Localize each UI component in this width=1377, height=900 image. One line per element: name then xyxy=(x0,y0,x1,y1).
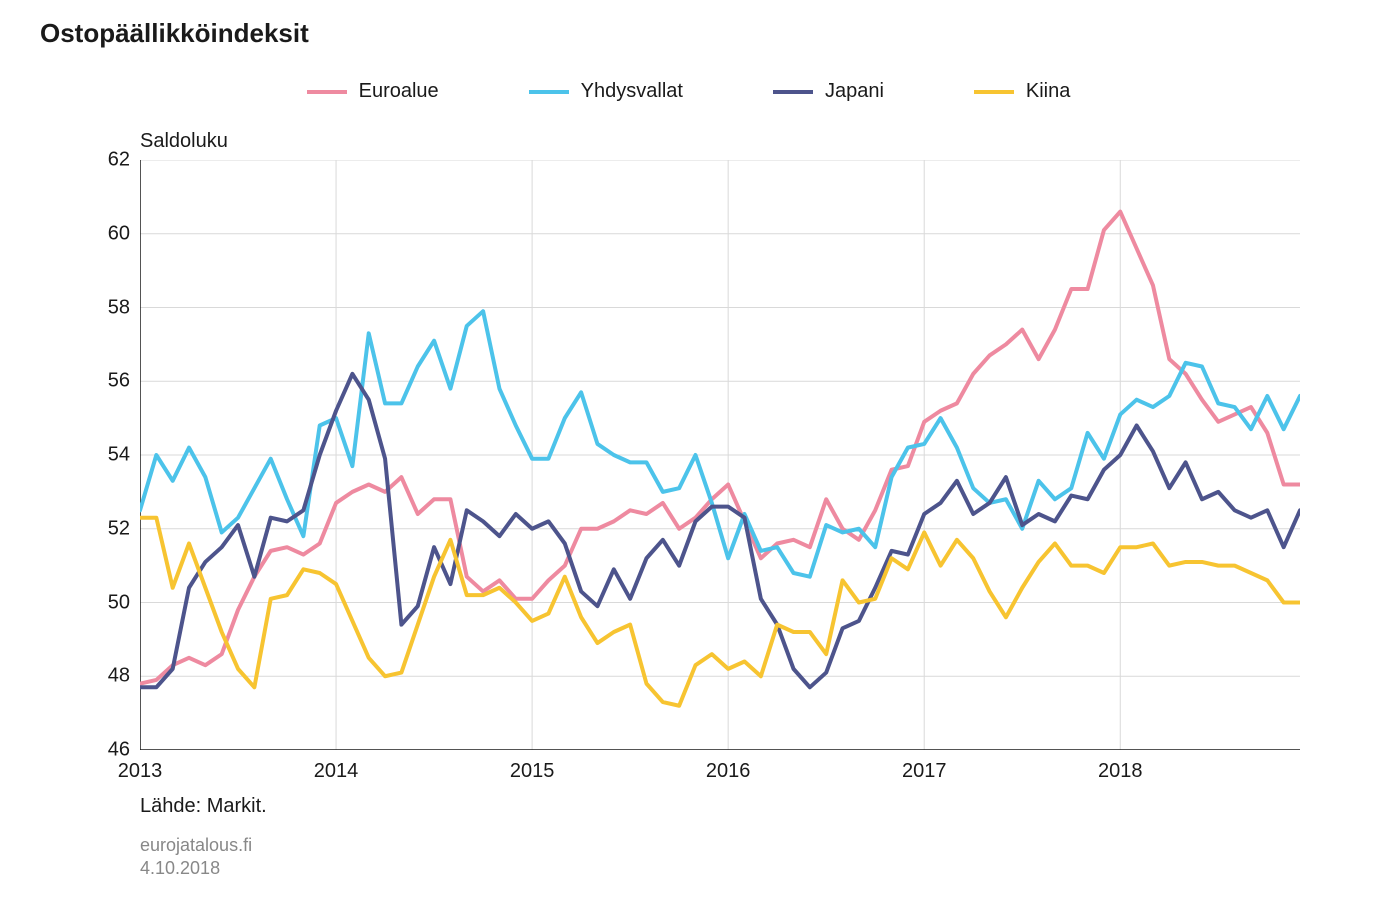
legend-swatch xyxy=(974,90,1014,94)
y-tick-label: 62 xyxy=(60,149,130,172)
x-tick-label: 2015 xyxy=(510,760,555,783)
legend-label: Kiina xyxy=(1026,80,1070,103)
x-tick-label: 2016 xyxy=(706,760,751,783)
legend-item: Japani xyxy=(773,80,884,103)
chart-title: Ostopäällikköindeksit xyxy=(40,18,309,49)
y-tick-label: 48 xyxy=(60,665,130,688)
y-tick-label: 58 xyxy=(60,296,130,319)
y-tick-label: 50 xyxy=(60,591,130,614)
legend-swatch xyxy=(307,90,347,94)
legend-swatch xyxy=(773,90,813,94)
footer-date: 4.10.2018 xyxy=(140,858,220,879)
chart-container: Ostopäällikköindeksit Euroalue Yhdysvalla… xyxy=(0,0,1377,900)
legend-item: Kiina xyxy=(974,80,1070,103)
y-tick-label: 46 xyxy=(60,739,130,762)
footer-site: eurojatalous.fi xyxy=(140,835,252,856)
legend: Euroalue Yhdysvallat Japani Kiina xyxy=(0,80,1377,103)
plot-area xyxy=(140,160,1300,750)
x-tick-label: 2017 xyxy=(902,760,947,783)
legend-item: Yhdysvallat xyxy=(529,80,683,103)
legend-label: Yhdysvallat xyxy=(581,80,683,103)
x-tick-label: 2018 xyxy=(1098,760,1143,783)
legend-item: Euroalue xyxy=(307,80,439,103)
legend-swatch xyxy=(529,90,569,94)
y-axis-label: Saldoluku xyxy=(140,130,228,153)
y-tick-label: 52 xyxy=(60,517,130,540)
y-tick-label: 56 xyxy=(60,370,130,393)
y-tick-label: 60 xyxy=(60,222,130,245)
x-tick-label: 2014 xyxy=(314,760,359,783)
x-tick-label: 2013 xyxy=(118,760,163,783)
legend-label: Euroalue xyxy=(359,80,439,103)
source-text: Lähde: Markit. xyxy=(140,795,267,818)
chart-svg xyxy=(140,160,1300,750)
legend-label: Japani xyxy=(825,80,884,103)
y-tick-label: 54 xyxy=(60,444,130,467)
